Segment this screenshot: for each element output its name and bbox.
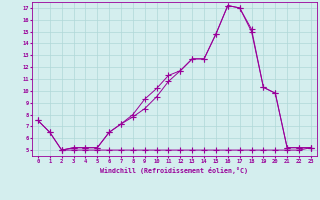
X-axis label: Windchill (Refroidissement éolien,°C): Windchill (Refroidissement éolien,°C)	[100, 167, 248, 174]
